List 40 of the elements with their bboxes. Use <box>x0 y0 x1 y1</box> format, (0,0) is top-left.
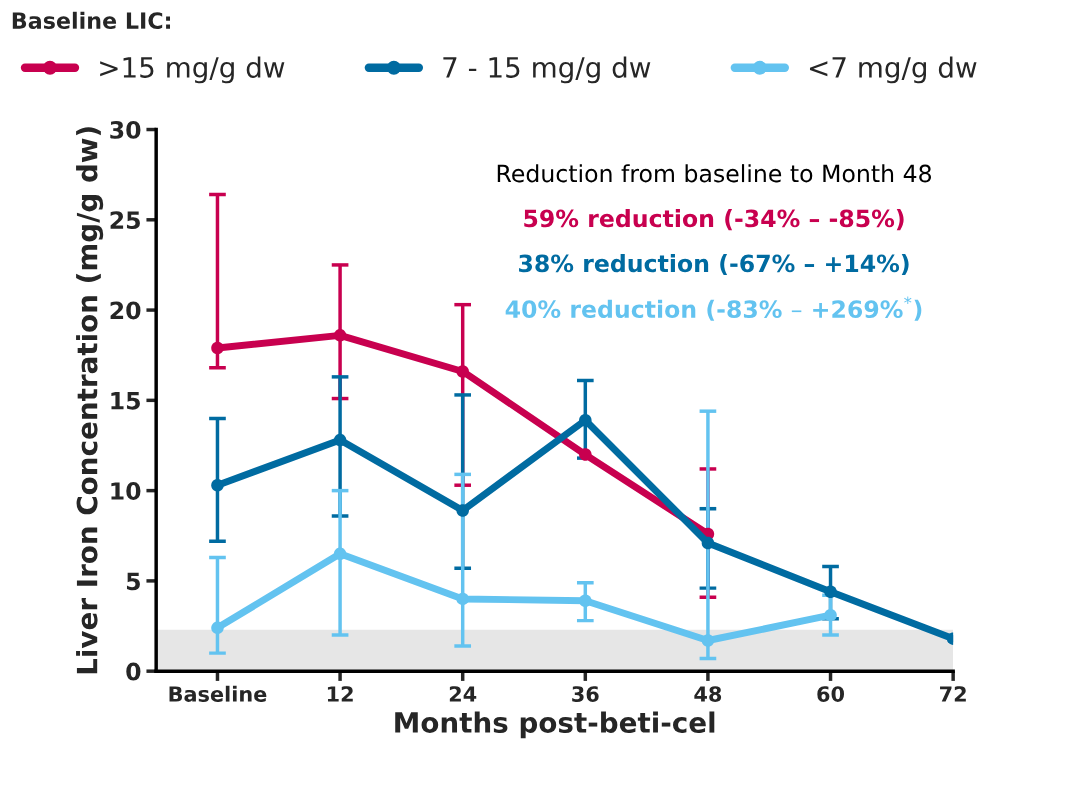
point <box>333 547 347 561</box>
point <box>211 621 224 635</box>
x-tick-label: Baseline <box>169 685 267 702</box>
y-tick-label: 10 <box>111 482 141 500</box>
point <box>333 329 347 342</box>
y-tick-label: 0 <box>126 662 141 681</box>
point <box>579 448 592 461</box>
point <box>824 585 837 598</box>
annotation: 38% reduction (-67% – +14%) <box>519 254 909 276</box>
x-tick-label: 12 <box>327 686 353 702</box>
x-tick-label: 48 <box>694 686 722 702</box>
y-tick-label: 15 <box>111 392 140 410</box>
x-tick-label: 72 <box>940 686 966 702</box>
legend-title: Baseline LIC: <box>12 11 170 29</box>
point <box>579 594 592 608</box>
point <box>211 478 224 492</box>
point <box>456 365 469 378</box>
point <box>333 433 347 447</box>
legend-label: 7 - 15 mg/g dw <box>443 56 651 84</box>
legend-label: <7 mg/g dw <box>809 56 977 84</box>
y-axis-title: Liver Iron Concentration (mg/g dw) <box>76 127 104 674</box>
x-tick-label: 36 <box>572 686 599 702</box>
y-tick-label: 5 <box>126 572 140 591</box>
point <box>456 592 469 606</box>
annotation: 40% reduction (-83% – +269%$^{*}$) <box>505 296 922 321</box>
y-tick-label: 30 <box>110 120 141 139</box>
y-tick-label: 25 <box>110 211 140 230</box>
x-axis-title: Months post-beti-cel <box>395 711 715 739</box>
point <box>456 504 469 517</box>
point <box>211 341 224 355</box>
point <box>701 634 715 647</box>
annotation: Reduction from baseline to Month 48 <box>497 164 932 183</box>
annotation: 59% reduction (-34% – -85%) <box>524 209 904 231</box>
x-tick-label: 60 <box>817 686 845 702</box>
point <box>701 536 715 550</box>
legend-label: >15 mg/g dw <box>100 56 285 84</box>
x-tick-label: 24 <box>449 686 477 702</box>
point <box>579 413 592 427</box>
point <box>824 608 837 622</box>
y-tick-label: 20 <box>110 301 141 320</box>
